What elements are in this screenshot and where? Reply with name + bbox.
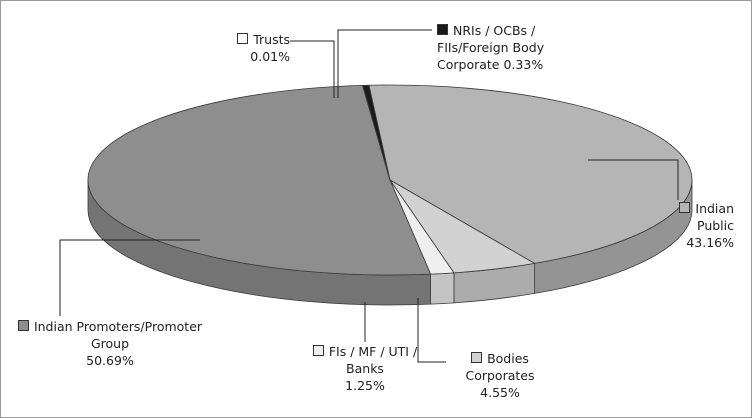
category-name: Bodies Corporates [465,351,535,383]
category-name: NRIs / OCBs / FIIs/Foreign Body Corporat… [437,23,545,72]
leader-line [290,40,335,98]
legend-swatch [471,352,483,363]
value-label: 50.69% [86,353,134,368]
category-name: Indian Public [695,201,734,233]
legend-swatch [679,202,691,213]
slice [87,84,432,276]
slice-side [430,272,455,305]
category-name: Indian Promoters/Promoter Group [33,319,203,351]
slice-label: Indian Promoters/Promoter Group 50.69% [10,318,210,369]
leader-line [588,159,679,200]
slice [368,84,693,264]
slice-label: Indian Public 43.16% [650,200,734,251]
legend-swatch [437,24,448,35]
value-label: 1.25% [345,378,385,393]
category-name: FIs / MF / UTI / Banks [328,344,418,376]
leader-line [59,239,200,316]
legend-swatch [237,33,249,44]
category-name: Trusts [253,32,290,47]
value-label: 43.16% [686,235,734,250]
leader-line [337,29,432,98]
slice-label: FIs / MF / UTI / Banks 1.25% [300,343,430,394]
legend-swatch [17,320,29,331]
leader-line [417,298,446,363]
slice-label: Bodies Corporates 4.55% [440,350,560,401]
value-label: 0.33% [503,57,544,72]
value-label: 4.55% [480,385,520,400]
slice-label: Trusts 0.01% [190,31,290,65]
slice [362,84,391,181]
legend-swatch [312,345,324,356]
value-label: 0.01% [250,49,290,64]
slice-label: NRIs / OCBs / FIIs/Foreign Body Corporat… [437,22,597,73]
